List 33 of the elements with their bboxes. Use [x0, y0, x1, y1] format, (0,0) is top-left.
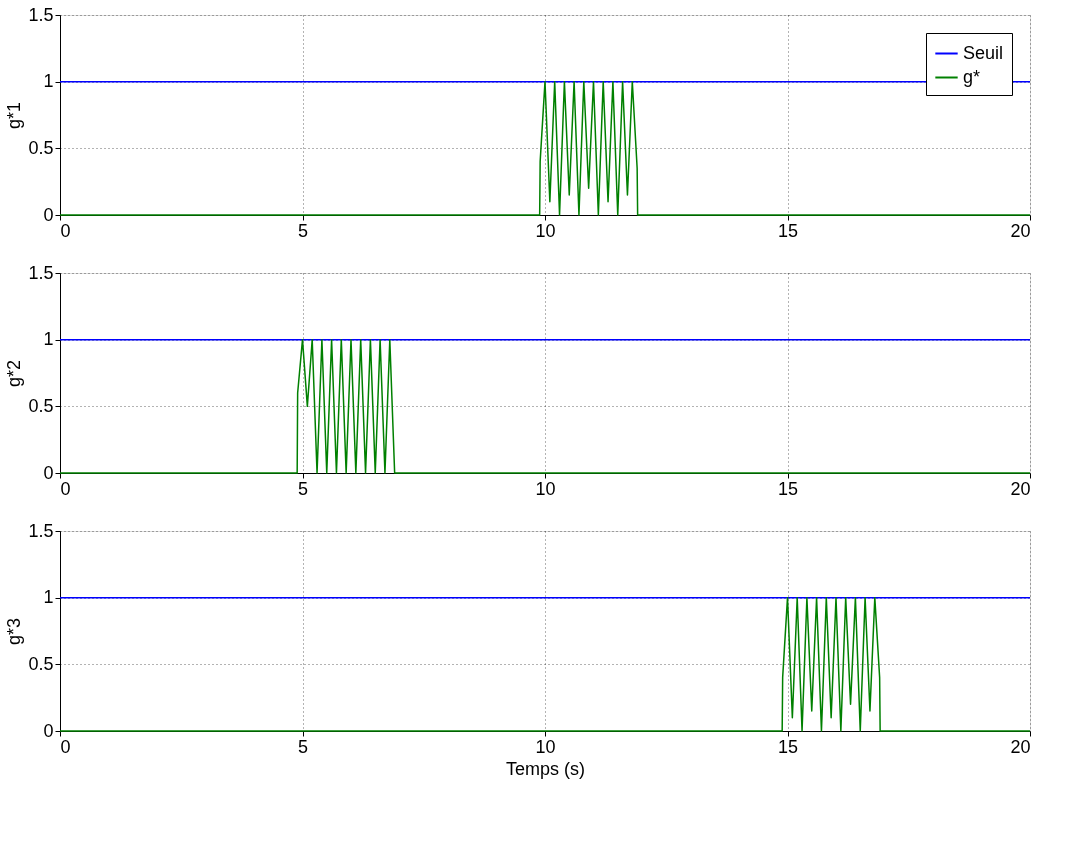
x-tick-label: 5 — [297, 736, 309, 757]
y-tick-label: 1.5 — [28, 520, 54, 541]
x-tick-label: 0 — [60, 478, 71, 499]
y-tick-label: 1 — [43, 71, 54, 92]
x-tick-label: 20 — [1010, 220, 1031, 241]
y-tick-label: 1.5 — [28, 262, 54, 283]
y-tick-label: 0 — [43, 462, 54, 483]
x-tick-label: 0 — [60, 736, 71, 757]
x-tick-label: 15 — [777, 736, 799, 757]
x-tick-label: 20 — [1010, 478, 1031, 499]
y-axis-title: g*3 — [4, 617, 25, 646]
x-tick-label: 15 — [777, 220, 799, 241]
x-tick-label: 20 — [1010, 736, 1031, 757]
x-tick-label: 15 — [777, 478, 799, 499]
y-axis-title: g*1 — [4, 101, 25, 130]
y-tick-label: 0 — [43, 204, 54, 225]
y-tick-label: 1 — [43, 587, 54, 608]
legend-label: Seuil — [963, 42, 1004, 63]
x-tick-label: 10 — [535, 220, 556, 241]
x-tick-label: 10 — [535, 478, 556, 499]
y-tick-label: 0 — [43, 720, 54, 741]
x-tick-label: 5 — [297, 220, 309, 241]
y-tick-label: 0.5 — [28, 395, 54, 416]
x-axis-title: Temps (s) — [505, 758, 586, 779]
legend-label: g* — [963, 66, 981, 87]
y-tick-label: 1 — [43, 329, 54, 350]
x-tick-label: 10 — [535, 736, 556, 757]
y-tick-label: 0.5 — [28, 653, 54, 674]
y-tick-label: 1.5 — [28, 4, 54, 25]
y-axis-title: g*2 — [4, 359, 25, 388]
x-tick-label: 5 — [297, 478, 309, 499]
x-tick-label: 0 — [60, 220, 71, 241]
y-tick-label: 0.5 — [28, 137, 54, 158]
